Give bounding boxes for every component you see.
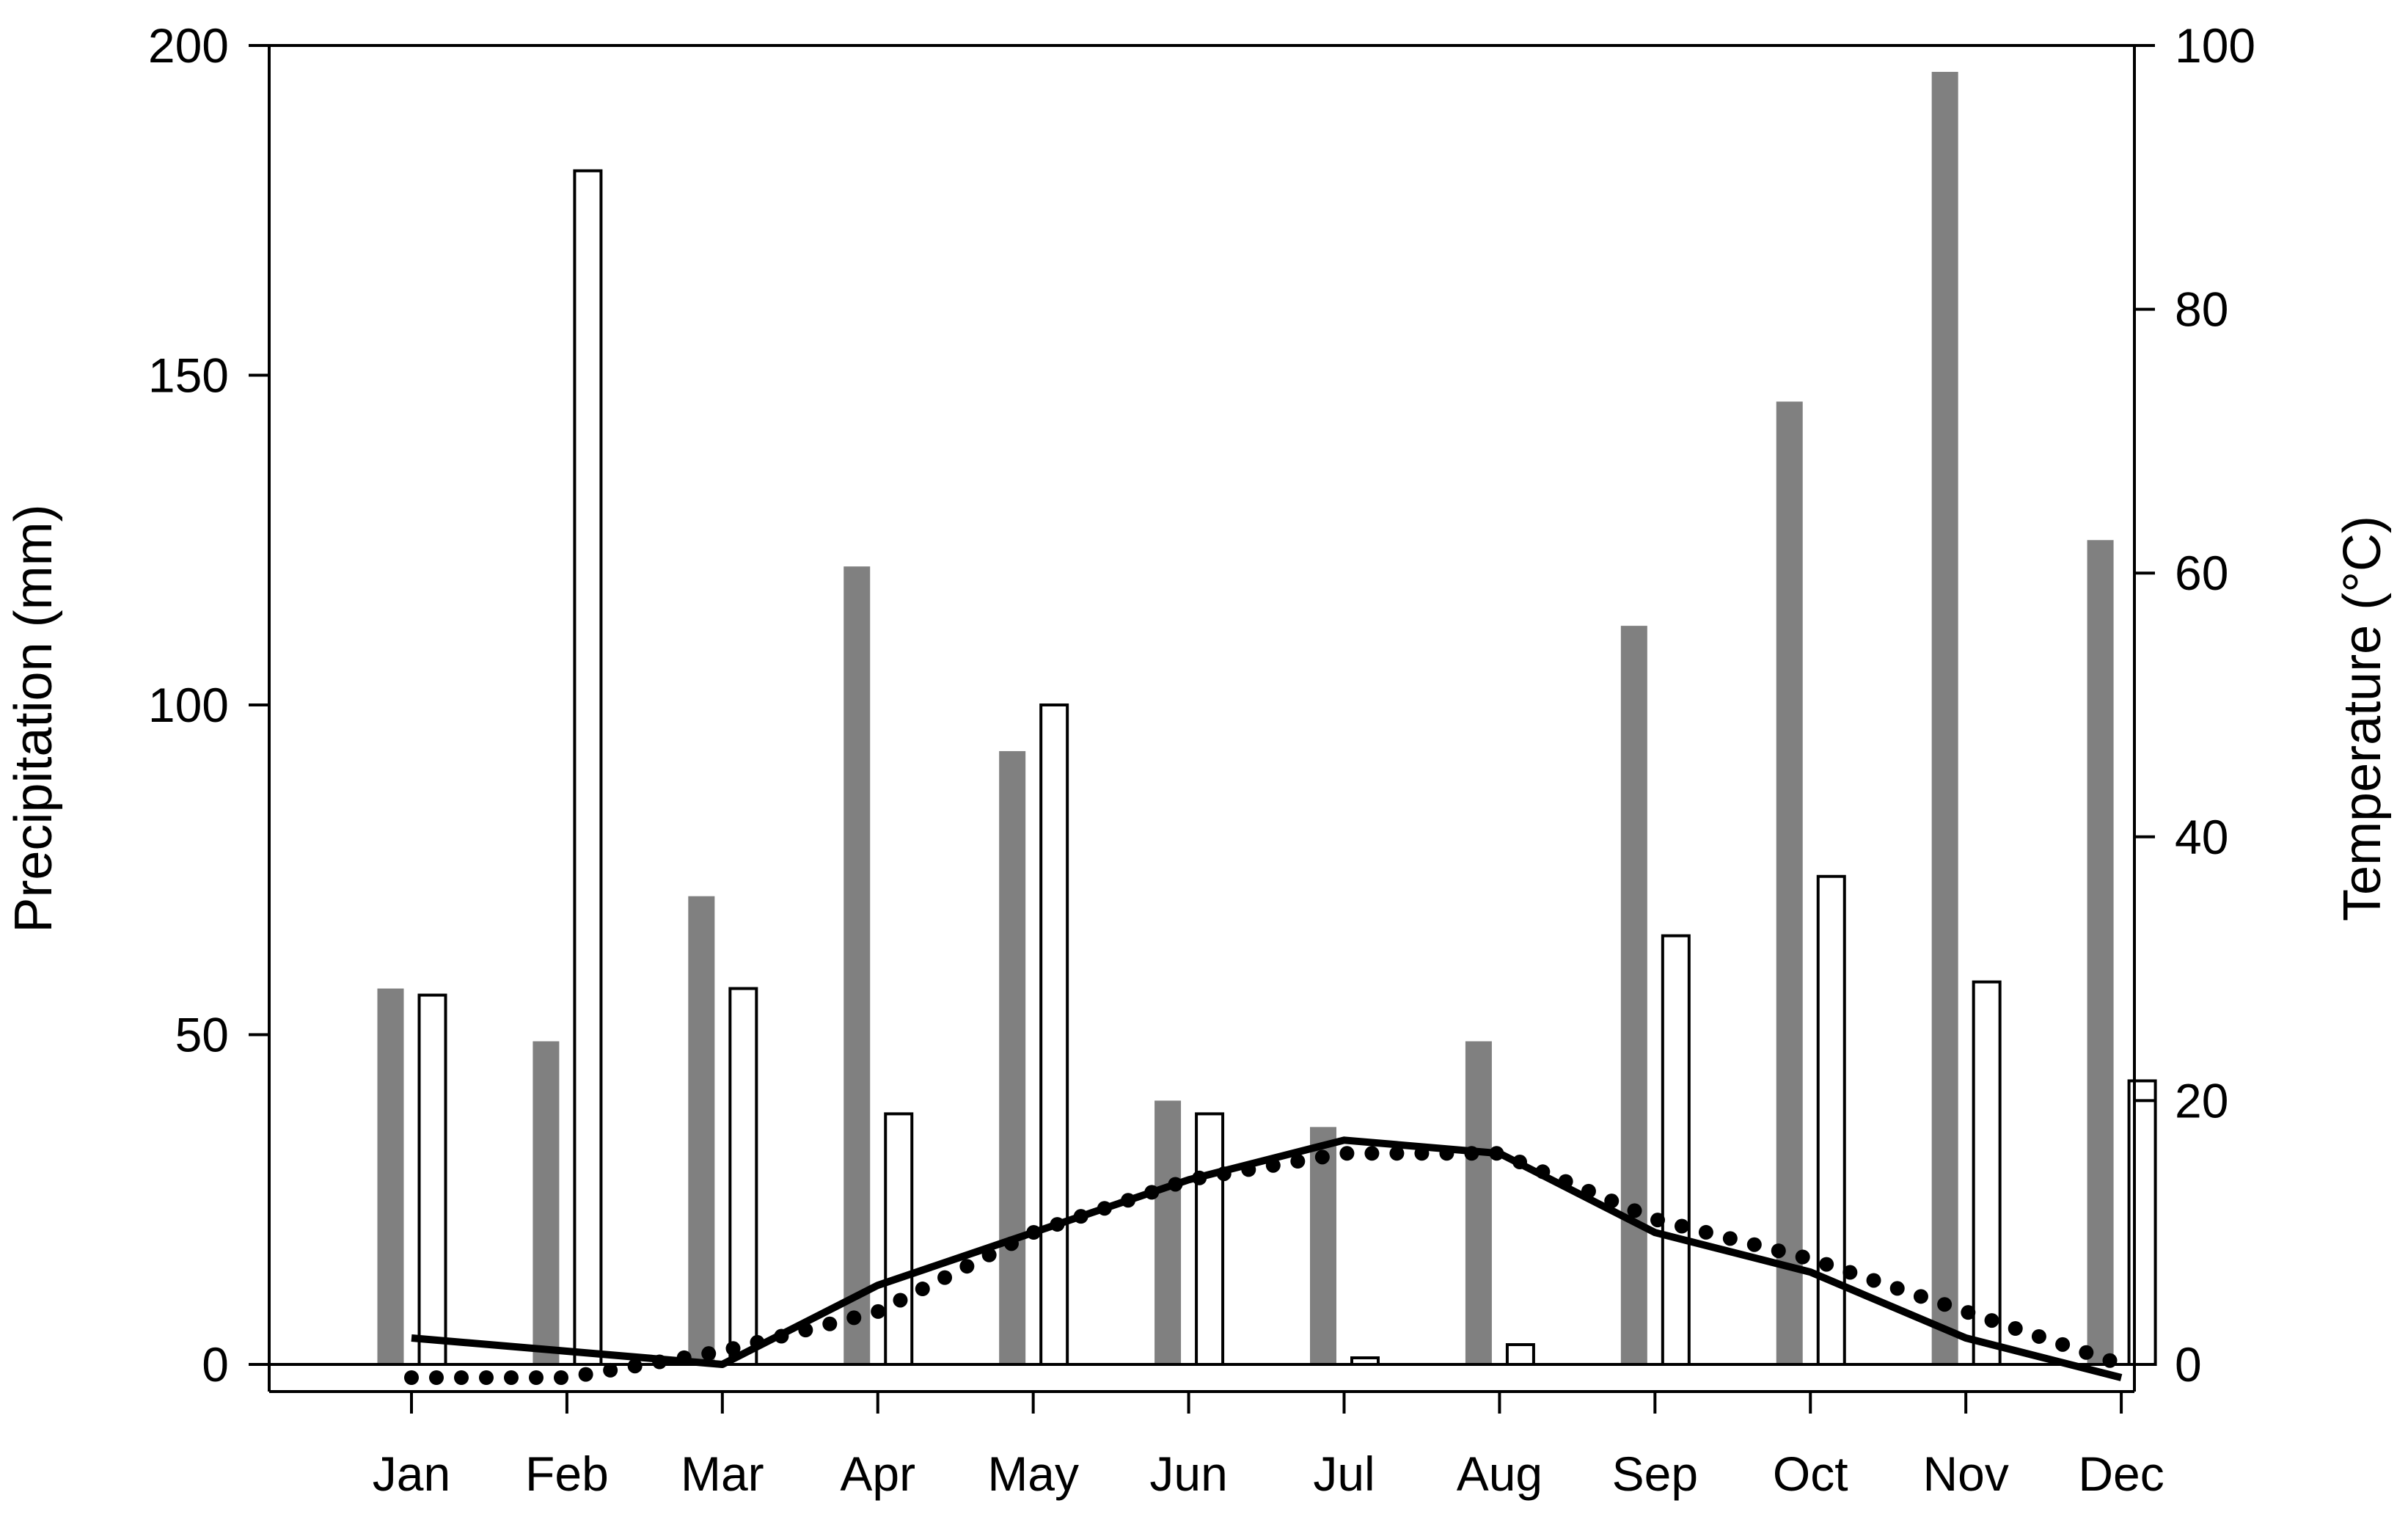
x-tick-label-apr: Apr: [840, 1447, 915, 1501]
y-axis-title-left: Precipitation (mm): [4, 504, 63, 932]
bar-s2-jun: [1195, 1112, 1225, 1366]
bar-s2-aug: [1505, 1343, 1535, 1367]
x-tick-label-jul: Jul: [1313, 1447, 1375, 1501]
x-tick-label-jun: Jun: [1149, 1447, 1227, 1501]
y-tick-label-right-40: 40: [2175, 810, 2228, 864]
bars-layer: [377, 71, 2157, 1367]
bar-s1-aug: [1465, 1041, 1492, 1364]
bar-s1-jan: [377, 988, 404, 1364]
y-tick-label-right-60: 60: [2175, 546, 2228, 600]
bar-s2-sep: [1661, 934, 1691, 1366]
bar-s1-mar: [688, 896, 715, 1364]
x-tick-label-jan: Jan: [373, 1447, 450, 1501]
x-tick-label-aug: Aug: [1457, 1447, 1542, 1501]
line-solid-temperature: [411, 1136, 2123, 1381]
bar-s1-may: [999, 750, 1026, 1364]
bar-s2-may: [1039, 703, 1069, 1366]
axis-ticks: [249, 44, 2155, 1414]
tick-labels: 0 50 100 150 200 0 20 40 60 80 100 Jan Feb Mar Apr May J…: [148, 18, 2255, 1501]
y-axis-title-right: Temperature (°C): [2333, 516, 2392, 921]
bar-s2-jan: [417, 993, 447, 1367]
y-tick-label-left-50: 50: [175, 1008, 229, 1062]
x-tick-label-nov: Nov: [1922, 1447, 2008, 1501]
bar-s1-sep: [1620, 626, 1647, 1364]
bar-s1-apr: [843, 566, 871, 1365]
bar-s2-apr: [884, 1112, 914, 1366]
y-tick-label-right-80: 80: [2175, 282, 2228, 337]
bar-s2-feb: [573, 169, 603, 1366]
lines-layer: [404, 1136, 2129, 1385]
bar-s1-feb: [533, 1041, 560, 1364]
bar-s1-oct: [1776, 401, 1803, 1365]
y-tick-label-left-0: 0: [202, 1337, 229, 1392]
bar-s1-dec: [2087, 540, 2114, 1364]
x-tick-label-sep: Sep: [1612, 1447, 1698, 1501]
bar-s2-oct: [1816, 874, 1846, 1366]
plot-frame: [268, 44, 2136, 1393]
x-tick-label-feb: Feb: [525, 1447, 609, 1501]
x-tick-label-mar: Mar: [681, 1447, 764, 1501]
y-tick-label-right-20: 20: [2175, 1073, 2228, 1127]
bar-s2-mar: [728, 987, 758, 1366]
x-tick-label-dec: Dec: [2078, 1447, 2164, 1501]
bar-s2-dec: [2127, 1079, 2157, 1367]
bar-s1-nov: [1931, 71, 1958, 1365]
y-tick-label-left-150: 150: [148, 348, 229, 403]
y-tick-label-left-200: 200: [148, 18, 229, 73]
bar-s2-nov: [1972, 980, 2002, 1366]
y-tick-label-right-100: 100: [2175, 18, 2255, 73]
bar-s1-jul: [1310, 1127, 1336, 1364]
bar-s1-jun: [1154, 1100, 1182, 1364]
y-tick-label-right-0: 0: [2175, 1337, 2202, 1392]
y-tick-label-left-100: 100: [148, 678, 229, 732]
x-tick-label-oct: Oct: [1773, 1447, 1848, 1501]
line-dotted-temperature: [404, 1146, 2129, 1385]
x-tick-label-may: May: [987, 1447, 1079, 1501]
